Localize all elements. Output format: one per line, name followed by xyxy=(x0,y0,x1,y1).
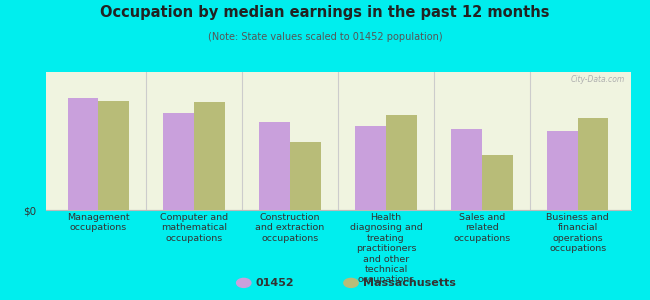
Text: Computer and
mathematical
occupations: Computer and mathematical occupations xyxy=(160,213,228,243)
Bar xyxy=(451,128,482,210)
Bar xyxy=(163,113,194,210)
Bar xyxy=(290,142,320,210)
Text: (Note: State values scaled to 01452 population): (Note: State values scaled to 01452 popu… xyxy=(208,32,442,41)
Bar xyxy=(482,155,513,210)
Text: Sales and
related
occupations: Sales and related occupations xyxy=(453,213,510,243)
Text: Occupation by median earnings in the past 12 months: Occupation by median earnings in the pas… xyxy=(100,4,550,20)
Bar xyxy=(578,118,608,210)
Bar xyxy=(547,131,578,210)
Text: Management
occupations: Management occupations xyxy=(67,213,129,233)
Bar xyxy=(194,102,225,210)
Text: Health
diagnosing and
treating
practitioners
and other
technical
occupations: Health diagnosing and treating practitio… xyxy=(350,213,423,284)
Text: 01452: 01452 xyxy=(255,278,294,288)
Text: City-Data.com: City-Data.com xyxy=(571,75,625,84)
Bar xyxy=(259,122,290,210)
Text: Construction
and extraction
occupations: Construction and extraction occupations xyxy=(255,213,324,243)
Bar xyxy=(356,126,386,210)
Bar xyxy=(68,98,98,210)
Text: Massachusetts: Massachusetts xyxy=(363,278,456,288)
Bar xyxy=(98,101,129,210)
Text: Business and
financial
operations
occupations: Business and financial operations occupa… xyxy=(547,213,609,253)
Bar xyxy=(386,116,417,210)
